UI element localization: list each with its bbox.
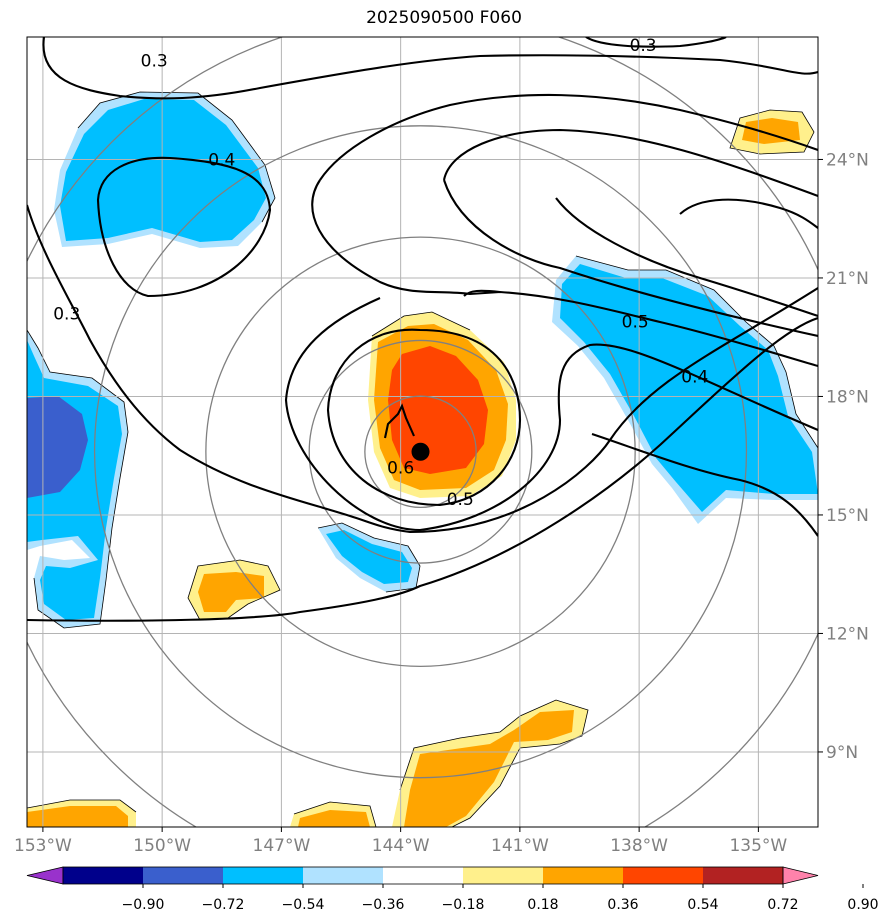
colorbar-frame — [62, 866, 784, 885]
latitude-tick-label: 12°N — [826, 624, 869, 644]
latitude-tick-label: 24°N — [826, 150, 869, 170]
contour-line-layer — [27, 37, 818, 622]
map-title: 2025090500 F060 — [366, 8, 522, 28]
positive-anomaly-region — [742, 118, 800, 144]
colorbar-tick-label: 0.54 — [687, 897, 718, 913]
contour-line — [591, 433, 818, 537]
contour-label: 0.5 — [447, 490, 474, 510]
contour-line — [319, 93, 818, 181]
range-ring — [93, 125, 748, 779]
filled-anomaly-layer — [27, 92, 818, 827]
colorbar-segment — [143, 867, 224, 884]
colorbar-tick-label: −0.72 — [202, 897, 245, 913]
latitude-tick-label: 9°N — [826, 743, 858, 763]
longitude-tick-label: 135°W — [729, 836, 787, 856]
colorbar-segment — [303, 867, 384, 884]
contour-label: 0.3 — [141, 52, 168, 72]
colorbar-segment — [623, 867, 704, 884]
longitude-tick-label: 150°W — [133, 836, 191, 856]
anomaly-outline — [575, 255, 818, 449]
contour-label: 0.5 — [622, 312, 649, 332]
colorbar-segment — [543, 867, 624, 884]
colorbar-tick-label: −0.54 — [282, 897, 325, 913]
anomaly-outline — [399, 699, 589, 827]
range-rings — [27, 37, 818, 827]
positive-anomaly-region — [404, 710, 574, 827]
strong-positive-anomaly-region — [388, 346, 488, 474]
range-ring — [364, 395, 477, 509]
plot-frame — [26, 36, 819, 828]
anomaly-outline — [371, 311, 471, 337]
contour-label: 0.4 — [681, 368, 708, 388]
anomaly-outline — [77, 91, 276, 223]
colorbar-segment — [383, 867, 464, 884]
negative-anomaly-region — [560, 264, 818, 512]
latitude-tick-label: 15°N — [826, 506, 869, 526]
negative-anomaly-region — [60, 99, 266, 242]
contour-line — [311, 179, 818, 368]
longitude-tick-label: 138°W — [610, 836, 668, 856]
contour-line — [284, 297, 818, 532]
colorbar-max-extension — [782, 866, 819, 885]
latitude-tick-label: 21°N — [826, 269, 869, 289]
range-ring — [205, 236, 636, 668]
colorbar-tick-label: −0.36 — [362, 897, 405, 913]
anomaly-outline — [187, 559, 281, 621]
anomaly-outline — [27, 799, 137, 813]
longitude-tick-label: 141°W — [491, 836, 549, 856]
colorbar-segment — [223, 867, 304, 884]
longitude-tick-label: 153°W — [14, 836, 72, 856]
anomaly-outline — [27, 329, 129, 629]
colorbar-tick-label: 0.72 — [767, 897, 798, 913]
anomaly-outline — [729, 109, 815, 155]
contour-line — [443, 179, 818, 338]
strong-negative-anomaly-region — [27, 396, 88, 498]
contour-label: 0.3 — [53, 305, 80, 325]
contour-line — [585, 37, 727, 48]
colorbar-tick-label: 0.90 — [847, 897, 878, 913]
contour-line — [555, 197, 818, 317]
contour-line — [27, 204, 818, 534]
negative-anomaly-region — [326, 530, 412, 584]
colorbar-tick-label: 0.18 — [527, 897, 558, 913]
longitude-tick-label: 144°W — [372, 836, 430, 856]
positive-anomaly-region — [27, 806, 128, 827]
positive-anomaly-region — [198, 572, 264, 612]
latitude-tick-label: 18°N — [826, 387, 869, 407]
colorbar-segment — [63, 867, 144, 884]
storm-center-marker — [411, 442, 430, 461]
contour-line — [96, 156, 272, 298]
contour-label: 0.4 — [208, 150, 235, 170]
colorbar-segment — [463, 867, 544, 884]
anomaly-outline — [293, 801, 377, 827]
colorbar: −0.90 −0.72 −0.54 −0.36 −0.18 0.18 0.36 0.54 0.7… — [26, 866, 879, 913]
contour-line — [679, 198, 818, 229]
colorbar-tick-label: −0.18 — [442, 897, 485, 913]
contour-line — [42, 37, 818, 100]
contour-line — [442, 128, 818, 197]
axis-tick-labels: 153°W 150°W 147°W 144°W 141°W 138°W 135°W 24°N 2… — [14, 150, 869, 856]
contour-label: 0.3 — [630, 36, 657, 56]
positive-anomaly-region — [298, 810, 370, 827]
plot-area: 0.3 0.3 0.4 0.3 0.5 0.4 0.6 0.5 — [27, 36, 818, 827]
range-ring — [308, 339, 533, 564]
contour-labels: 0.3 0.3 0.4 0.3 0.5 0.4 0.6 0.5 — [53, 36, 708, 510]
colorbar-segment — [703, 867, 784, 884]
contour-line — [463, 289, 501, 297]
contour-line — [326, 328, 522, 507]
colorbar-min-extension — [26, 866, 64, 885]
contour-line — [383, 403, 415, 439]
longitude-tick-label: 147°W — [253, 836, 311, 856]
colorbar-tick-label: −0.90 — [122, 897, 165, 913]
contour-line — [27, 316, 818, 622]
contour-label: 0.6 — [387, 459, 414, 479]
colorbar-tick-label: 0.36 — [607, 897, 638, 913]
